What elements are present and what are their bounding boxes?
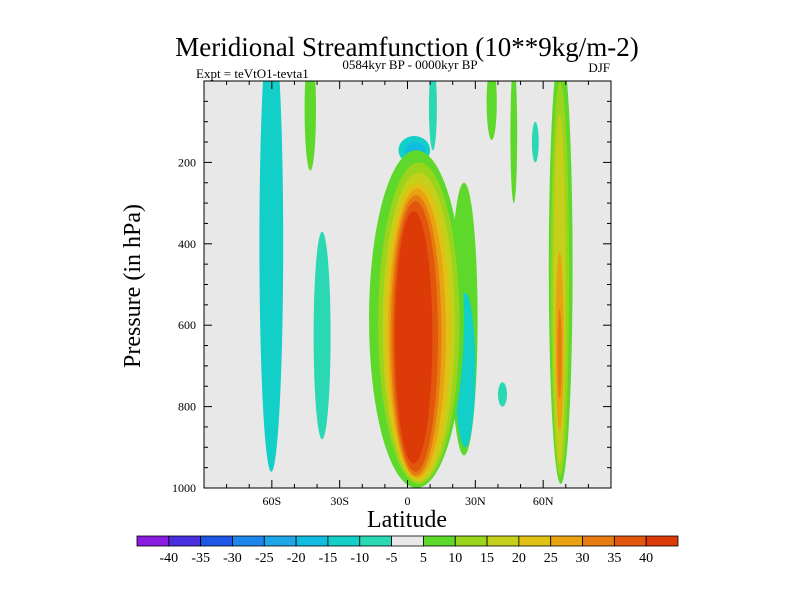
chart-title: Meridional Streamfunction (10**9kg/m-2) [175, 32, 638, 62]
colorbar-swatch [295, 535, 329, 547]
colorbar-label: -35 [191, 551, 210, 566]
colorbar-swatch [486, 535, 520, 547]
colorbar-label: -10 [350, 551, 369, 566]
contour-fill-north-thin-positive-2 [510, 81, 518, 204]
colorbar-label: 15 [480, 551, 494, 566]
y-tick-label: 1000 [172, 481, 196, 495]
colorbar-swatch [582, 535, 615, 547]
x-tick-label: 60S [262, 494, 281, 508]
colorbar-label: 35 [607, 551, 621, 566]
colorbar-swatch [263, 535, 297, 547]
plot-area [203, 80, 612, 489]
colorbar-swatch [645, 535, 679, 547]
experiment-label: Expt = teVtO1-tevta1 [196, 66, 309, 81]
x-axis: 60S 30S 0 30N 60N [203, 81, 612, 508]
y-axis-label: Pressure (in hPa) [120, 204, 146, 368]
colorbar-label: -5 [386, 551, 398, 566]
colorbar-label: -15 [319, 551, 338, 566]
colorbar-label: -30 [223, 551, 242, 566]
colorbar-label: 25 [544, 551, 558, 566]
colorbar-swatch [423, 535, 456, 547]
colorbar-label: -40 [159, 551, 178, 566]
colorbar-swatch [136, 535, 170, 547]
colorbar-swatch [168, 535, 202, 547]
y-tick-label: 200 [178, 155, 196, 169]
colorbar-swatch [391, 535, 424, 547]
colorbar-swatch [232, 535, 265, 547]
contour-fill-south-upper-positive [304, 81, 316, 171]
colorbar-swatch [518, 535, 552, 547]
colorbar-swatch [613, 535, 647, 547]
contour-fill-north-thin-negative-2 [531, 121, 539, 163]
x-tick-label: 30S [330, 494, 349, 508]
colorbar-swatch [200, 535, 233, 547]
colorbar-label: 5 [420, 551, 427, 566]
x-axis-label: Latitude [367, 507, 447, 533]
contour-fill-tropical-cell-level-8 [395, 211, 433, 464]
colorbar-swatch [327, 535, 361, 547]
contour-fill-north-thin-positive [486, 81, 497, 140]
colorbar-label: -20 [287, 551, 306, 566]
contour-fill-north-small-negative [498, 382, 507, 407]
colorbar-label: 40 [639, 551, 653, 566]
y-tick-label: 800 [178, 400, 196, 414]
colorbar-label: 30 [576, 551, 590, 566]
colorbar-swatch [454, 535, 488, 547]
contour-fill-south-mid-negative [313, 231, 331, 440]
season-label: DJF [588, 60, 610, 75]
colorbar-label: 10 [448, 551, 462, 566]
y-tick-label: 600 [178, 318, 196, 332]
x-tick-label: 60N [533, 494, 554, 508]
colorbar-label: -25 [255, 551, 274, 566]
contour-fill-north-band-level-5 [557, 308, 562, 399]
period-label: 0584kyr BP - 0000kyr BP [342, 57, 477, 72]
y-axis: 200 400 600 800 1000 [172, 80, 611, 495]
colorbar-swatch [550, 535, 583, 547]
colorbar: -40 -35 -30 -25 -20 -15 -10 -5 5 10 15 20 25 30 35 40 [136, 535, 679, 566]
colorbar-swatch [359, 535, 392, 547]
contour-fill-south-negative [259, 81, 284, 472]
contour-fill-north-thin-negative [428, 81, 437, 151]
x-tick-label: 30N [465, 494, 486, 508]
y-tick-label: 400 [178, 237, 196, 251]
x-tick-label: 0 [405, 494, 411, 508]
colorbar-label: 20 [512, 551, 526, 566]
